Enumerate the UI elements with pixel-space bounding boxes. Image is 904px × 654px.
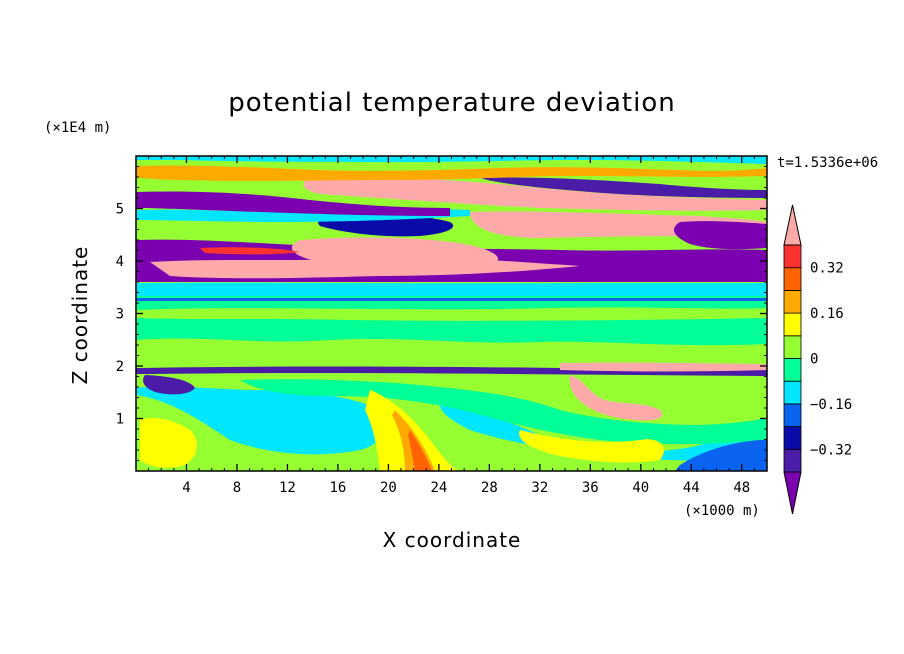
time-label: t=1.5336e+06 xyxy=(777,155,879,171)
colorbar-tick-label: −0.32 xyxy=(810,442,852,458)
x-axis-ticks: 4 8 12 16 20 24 28 32 36 40 44 48 xyxy=(148,156,755,496)
contour-field xyxy=(136,156,767,471)
red-streak-4km xyxy=(200,247,300,255)
x-tick-label: 32 xyxy=(531,480,548,496)
lightgreen-band-upper-mid xyxy=(136,307,767,321)
purple-band-5_5km xyxy=(480,177,767,198)
yellow-region-lower-left xyxy=(140,418,197,468)
colorbar: 0.32 0.16 0 −0.16 −0.32 xyxy=(783,204,852,515)
purple-band-5km xyxy=(136,191,450,216)
y-tick-label: 1 xyxy=(116,412,124,428)
colorbar-segment xyxy=(783,403,802,427)
x-tick-label: 12 xyxy=(279,480,296,496)
colorbar-segment xyxy=(783,267,802,291)
colorbar-tick-label: −0.16 xyxy=(810,397,852,413)
pink-tongue-lower-right xyxy=(569,375,663,421)
pink-band-2km-right xyxy=(560,362,767,372)
chart-title: potential temperature deviation xyxy=(228,88,676,118)
yellow-region-lower-right xyxy=(519,430,664,463)
y-axis-ticks: 1 2 3 4 5 xyxy=(116,166,767,461)
colorbar-over-triangle xyxy=(783,204,802,246)
colorbar-segment xyxy=(783,448,802,473)
y-axis-unit: (×1E4 m) xyxy=(44,120,112,136)
x-tick-label: 8 xyxy=(233,480,241,496)
pink-band-5_3km xyxy=(303,176,767,211)
x-tick-label: 36 xyxy=(582,480,599,496)
red-plume xyxy=(408,430,432,471)
colorbar-segment xyxy=(783,289,802,314)
y-tick-label: 5 xyxy=(116,202,124,218)
colorbar-tick-label: 0 xyxy=(810,352,818,368)
x-tick-label: 20 xyxy=(380,480,397,496)
x-tick-label: 24 xyxy=(430,480,447,496)
colorbar-segment xyxy=(783,335,802,359)
blue-line-3km xyxy=(136,298,767,301)
x-tick-label: 40 xyxy=(632,480,649,496)
x-tick-label: 4 xyxy=(182,480,190,496)
x-tick-label: 44 xyxy=(683,480,700,496)
lightgreen-patches-mid xyxy=(136,338,767,358)
colorbar-segment xyxy=(783,426,802,450)
y-tick-label: 4 xyxy=(116,254,124,270)
purple-blob-lower-left xyxy=(143,375,195,395)
colorbar-segment xyxy=(783,312,802,337)
x-tick-label: 48 xyxy=(733,480,750,496)
orange-band-top xyxy=(136,165,767,181)
cyan-band-top xyxy=(136,156,767,164)
x-tick-label: 28 xyxy=(481,480,498,496)
colorbar-segment xyxy=(783,358,802,382)
colorbar-segment xyxy=(783,244,802,269)
colorbar-tick-label: 0.32 xyxy=(810,261,844,277)
colorbar-tick-label: 0.16 xyxy=(810,306,844,322)
x-tick-label: 16 xyxy=(329,480,346,496)
cyan-band-3_5km xyxy=(136,282,767,296)
cyan-region-lower-left xyxy=(136,386,384,455)
pink-region-mid-upper xyxy=(291,237,499,270)
y-tick-label: 3 xyxy=(116,307,124,323)
purple-region-4_5km-right xyxy=(674,221,767,250)
y-tick-label: 2 xyxy=(116,359,124,375)
x-axis-unit: (×1000 m) xyxy=(684,503,760,519)
x-axis-label-text: X coordinate xyxy=(382,528,522,552)
blue-region-lower-right xyxy=(675,440,767,471)
colorbar-segment xyxy=(783,380,802,405)
colorbar-under-triangle xyxy=(783,471,802,515)
x-axis-label: X coordinate xyxy=(0,528,904,552)
